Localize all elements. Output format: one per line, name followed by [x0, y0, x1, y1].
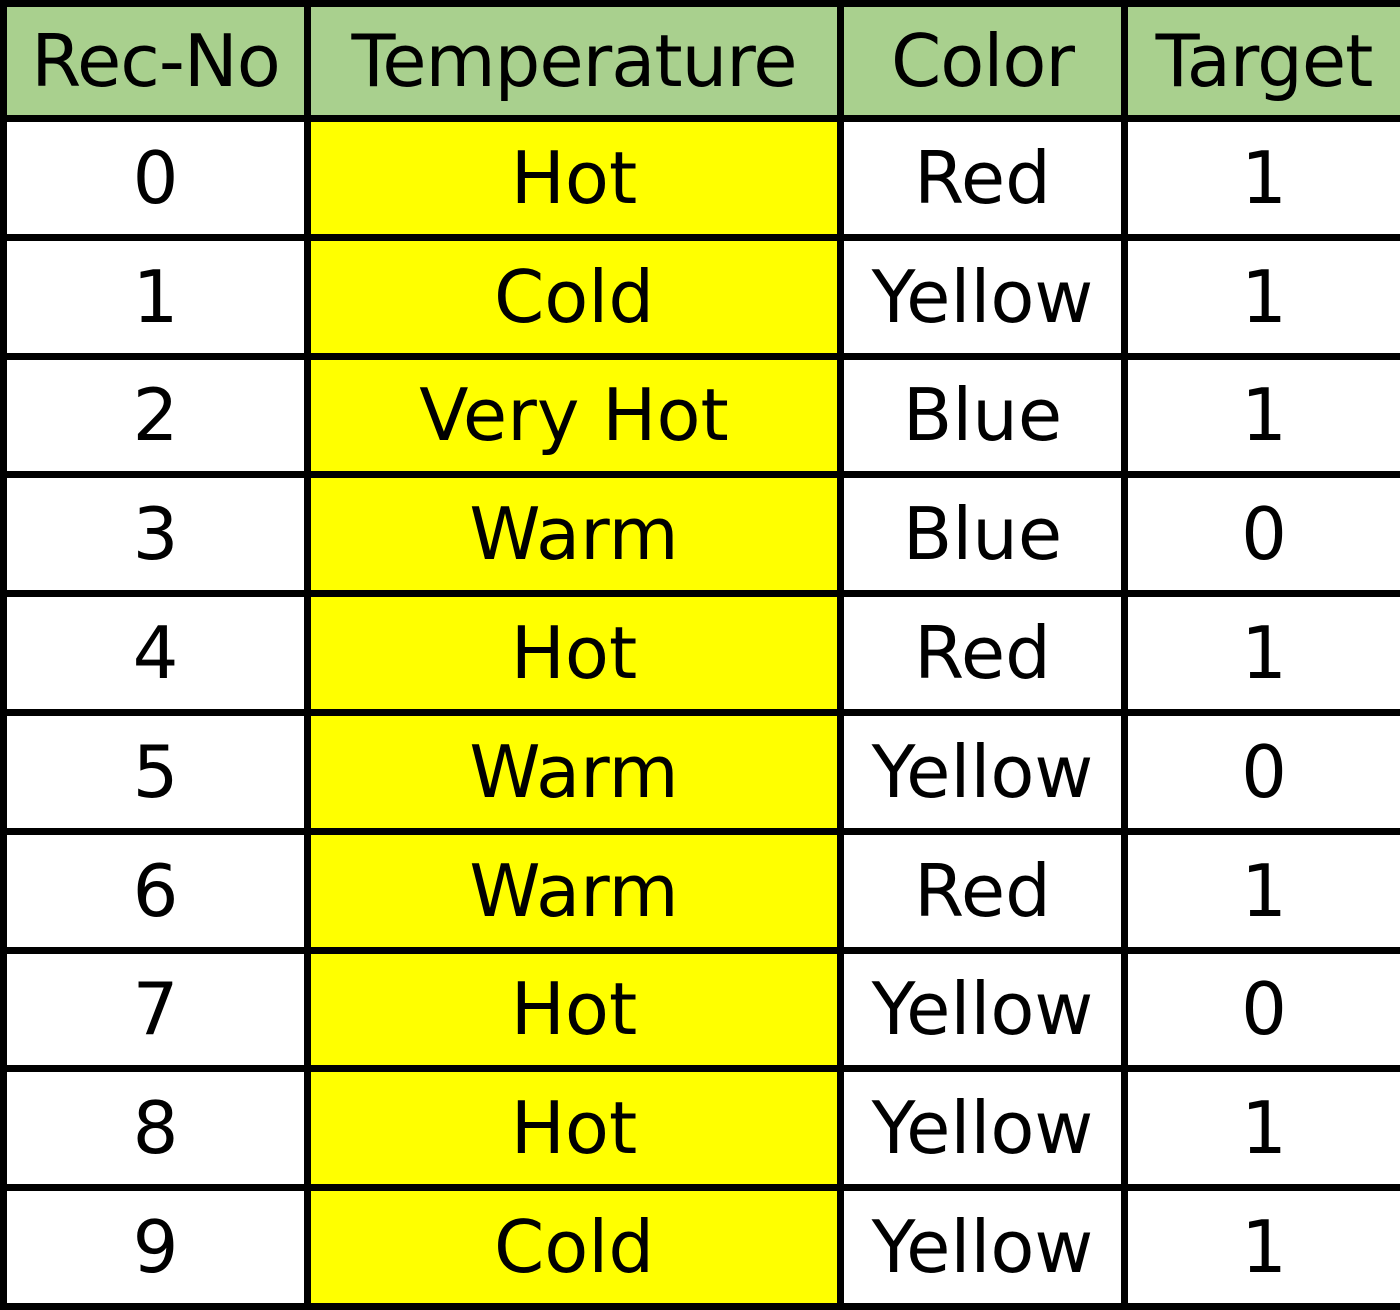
- color-cell: Red: [837, 827, 1128, 954]
- target-cell: 1: [1121, 233, 1400, 360]
- color-cell: Yellow: [837, 946, 1128, 1073]
- color-cell: Yellow: [837, 233, 1128, 360]
- color-cell: Yellow: [837, 1065, 1128, 1192]
- temperature-cell: Hot: [304, 946, 844, 1073]
- header-color: Color: [837, 0, 1128, 122]
- rec-no-cell: 5: [0, 708, 311, 835]
- temperature-cell: Warm: [304, 827, 844, 954]
- temperature-cell: Warm: [304, 471, 844, 598]
- target-cell: 1: [1121, 827, 1400, 954]
- target-cell: 1: [1121, 1184, 1400, 1310]
- target-cell: 1: [1121, 590, 1400, 716]
- table-row: 3 Warm Blue 0: [0, 471, 1400, 598]
- color-cell: Red: [837, 115, 1128, 241]
- table-header: Rec-No Temperature Color Target: [0, 0, 1400, 122]
- target-cell: 0: [1121, 708, 1400, 835]
- rec-no-cell: 3: [0, 471, 311, 598]
- table-row: 7 Hot Yellow 0: [0, 946, 1400, 1073]
- color-cell: Yellow: [837, 708, 1128, 835]
- color-cell: Red: [837, 590, 1128, 716]
- rec-no-cell: 8: [0, 1065, 311, 1192]
- temperature-cell: Cold: [304, 233, 844, 360]
- rec-no-cell: 2: [0, 352, 311, 479]
- header-rec-no: Rec-No: [0, 0, 311, 122]
- rec-no-cell: 4: [0, 590, 311, 716]
- target-cell: 1: [1121, 352, 1400, 479]
- table-row: 5 Warm Yellow 0: [0, 708, 1400, 835]
- temperature-cell: Cold: [304, 1184, 844, 1310]
- temperature-cell: Hot: [304, 590, 844, 716]
- header-row: Rec-No Temperature Color Target: [0, 0, 1400, 122]
- table-row: 4 Hot Red 1: [0, 590, 1400, 716]
- color-cell: Yellow: [837, 1184, 1128, 1310]
- rec-no-cell: 1: [0, 233, 311, 360]
- rec-no-cell: 7: [0, 946, 311, 1073]
- target-cell: 0: [1121, 471, 1400, 598]
- table-row: 9 Cold Yellow 1: [0, 1184, 1400, 1310]
- table-body: 0 Hot Red 1 1 Cold Yellow 1 2 Very Hot B…: [0, 115, 1400, 1310]
- table-row: 8 Hot Yellow 1: [0, 1065, 1400, 1192]
- rec-no-cell: 6: [0, 827, 311, 954]
- temperature-cell: Very Hot: [304, 352, 844, 479]
- temperature-cell: Hot: [304, 115, 844, 241]
- table-row: 6 Warm Red 1: [0, 827, 1400, 954]
- table-row: 1 Cold Yellow 1: [0, 233, 1400, 360]
- target-cell: 1: [1121, 1065, 1400, 1192]
- target-cell: 0: [1121, 946, 1400, 1073]
- header-temperature: Temperature: [304, 0, 844, 122]
- temperature-cell: Hot: [304, 1065, 844, 1192]
- table-row: 2 Very Hot Blue 1: [0, 352, 1400, 479]
- color-cell: Blue: [837, 471, 1128, 598]
- header-target: Target: [1121, 0, 1400, 122]
- color-cell: Blue: [837, 352, 1128, 479]
- table-row: 0 Hot Red 1: [0, 115, 1400, 241]
- rec-no-cell: 0: [0, 115, 311, 241]
- target-cell: 1: [1121, 115, 1400, 241]
- temperature-cell: Warm: [304, 708, 844, 835]
- rec-no-cell: 9: [0, 1184, 311, 1310]
